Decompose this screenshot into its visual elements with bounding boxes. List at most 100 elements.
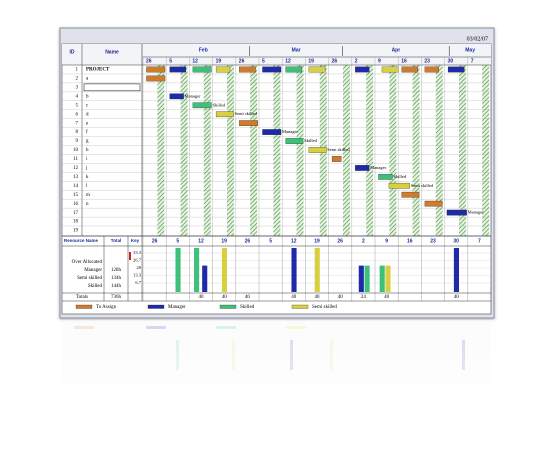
task-bar-label: Semi skilled [327,147,350,152]
key-tick: 26.7 [133,258,142,263]
task-name: g [86,139,89,144]
resource-bar [385,265,391,292]
header-band [62,44,491,65]
nonworking-stripe [203,65,211,236]
week-label: 26 [245,238,251,244]
task-id: 5 [76,103,79,108]
task-bar [215,111,234,118]
week-total: 40 [454,295,460,300]
week-label: 5 [262,58,265,64]
reflection-fade [56,320,500,452]
key-tick: 20 [137,265,142,270]
week-label: 2 [362,238,365,244]
task-bar [169,66,187,73]
task-bar [262,66,282,73]
task-bar [146,75,166,82]
week-label: 26 [152,238,158,244]
task-bar [446,209,467,216]
week-label: 9 [378,58,381,64]
task-name: e [86,121,89,126]
month-label: Feb [199,47,208,53]
resource-total: 144h [111,284,122,289]
task-name: d [86,112,89,117]
week-label: 12 [285,58,291,64]
totals-label: Totals [76,295,88,300]
task-bar [355,165,370,171]
task-bar [192,102,212,109]
key-tick: 33.3 [133,250,142,255]
task-name: f [86,130,88,135]
task-bar [381,66,399,73]
resource-bar [202,265,208,292]
task-bar [262,129,282,135]
task-name: k [86,175,89,180]
task-id: 11 [73,157,78,162]
task-bar-label: Semi skilled [411,183,434,188]
nonworking-stripe [226,65,234,236]
task-id: 17 [73,211,79,216]
task-bar [378,174,393,180]
task-bar [355,66,370,73]
week-label: 19 [221,238,227,244]
week-label: 26 [239,58,245,64]
week-label: 5 [269,238,272,244]
task-bar [215,66,231,73]
nonworking-stripe [412,65,420,236]
week-label: 19 [308,58,314,64]
task-id: 1 [76,68,79,73]
task-id: 9 [76,139,79,144]
key-header: Key [131,238,140,243]
week-label: 12 [291,238,297,244]
week-label: 7 [478,238,481,244]
task-name: l [86,184,88,189]
week-label: 26 [332,58,338,64]
resource-total: 128h [111,268,122,273]
task-bar-label: Semi skilled [234,111,257,116]
total-header: Total [111,238,121,243]
nonworking-stripe [180,65,188,236]
task-name: i [86,157,88,162]
task-bar [169,93,184,100]
name-input [83,83,141,92]
week-label: 19 [314,238,320,244]
week-label: 5 [169,58,172,64]
week-label: 23 [424,58,430,64]
date: 03/02/07 [467,36,488,42]
week-label: 16 [407,238,413,244]
task-bar [192,66,212,73]
resource-bar [314,248,320,292]
resource-bar [291,248,297,292]
nonworking-stripe [366,65,374,236]
task-bar-label: Manager [185,93,201,98]
task-bar [331,156,342,162]
task-name: h [86,148,89,153]
task-name: a [86,77,89,82]
key-tick: 13.3 [133,273,142,278]
week-label: 26 [146,58,152,64]
task-name: n [86,202,89,207]
legend-swatch [219,304,237,309]
week-total: 40 [245,295,251,300]
task-id: 19 [73,229,79,234]
task-bar [285,138,304,144]
task-bar-label: Skilled [304,138,318,143]
task-bar-label: Skilled [393,174,407,179]
task-bar [401,191,420,198]
nonworking-stripe [458,65,466,236]
legend-swatch [147,304,165,309]
legend-label: Semi skilled [312,305,337,310]
task-id: 3 [76,86,79,91]
nonworking-stripe [250,65,258,236]
task-bar [424,66,439,73]
task-id: 18 [73,220,79,225]
resource-bar [379,265,385,292]
task-name: b [86,94,89,99]
task-name: PROJECT [86,68,110,73]
resource-bar [364,265,370,292]
week-total: 40 [315,295,321,300]
nonworking-stripe [435,65,443,236]
nonworking-stripe [157,65,165,236]
week-total: 40 [338,295,344,300]
week-label: 5 [176,238,179,244]
